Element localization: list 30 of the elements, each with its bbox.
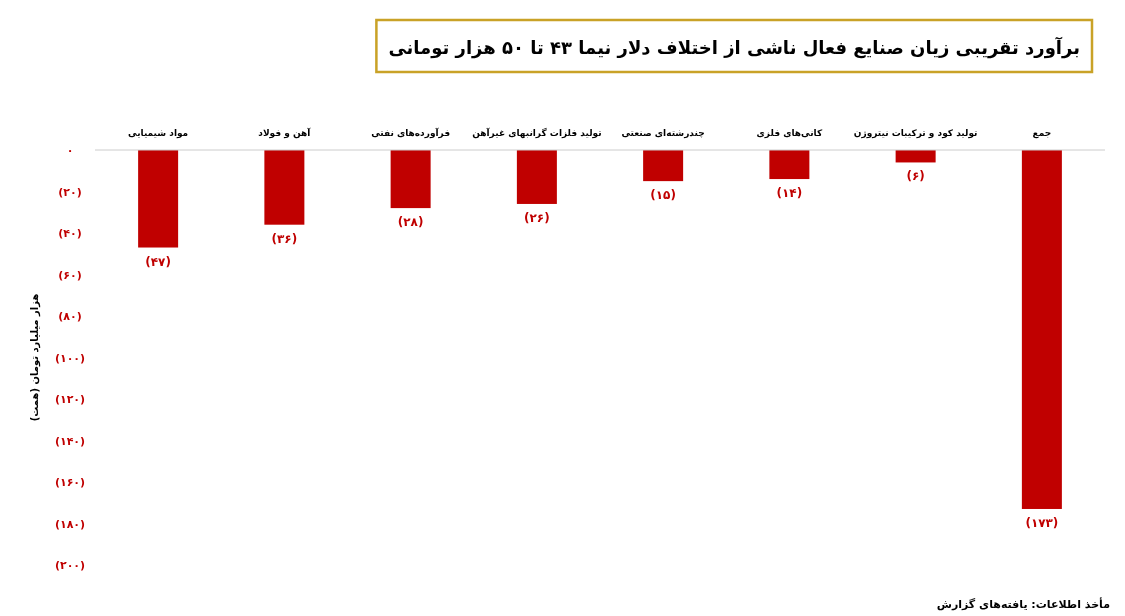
y-tick-label: (۱۰۰) (54, 351, 86, 365)
x-tick-label: آهن و فولاد (258, 127, 312, 139)
data-label: (۲۸) (397, 215, 424, 230)
x-tick-label: تولید کود و ترکیبات نیتروژن (853, 128, 978, 139)
y-tick-label: (۲۰۰) (54, 559, 86, 572)
chart-title: برآورد تقریبی زیان صنایع فعال ناشی از اختلاف دلار نیما ۴۳ تا ۵۰ هزار تومانی (388, 36, 1080, 59)
y-tick-label: (۱۴۰) (54, 434, 86, 448)
y-tick-label: (۴۰) (58, 227, 82, 240)
data-label: (۱۴) (776, 186, 803, 201)
data-label: (۱۵) (650, 188, 676, 203)
y-tick-label: (۸۰) (58, 310, 82, 323)
y-tick-label: (۱۲۰) (54, 393, 86, 406)
data-label: (۲۶) (524, 210, 550, 225)
x-tick-label: مواد شیمیایی (128, 128, 189, 139)
y-tick-label: (۲۰) (58, 185, 82, 199)
y-tick-label: (۶۰) (58, 268, 82, 282)
y-axis-title: هزار میلیارد تومان (همت) (29, 293, 41, 422)
x-tick-label: کانی‌های فلزی (756, 128, 823, 139)
x-tick-label: تولید فلزات گرانبهای غیرآهن (472, 127, 602, 139)
x-tick-label: چندرشته‌ای صنعتی (621, 128, 705, 139)
data-label: (۶) (906, 169, 925, 184)
data-label: (۳۶) (271, 231, 298, 246)
y-tick-label: (۱۶۰) (54, 476, 86, 489)
x-tick-label: فرآورده‌های نفتی (371, 127, 451, 139)
data-label: (۱۷۳) (1025, 515, 1059, 530)
x-tick-label: جمع (1032, 128, 1052, 139)
data-label: (۴۷) (145, 254, 171, 269)
y-tick-label: (۱۸۰) (54, 517, 86, 531)
y-tick-label: ۰ (66, 144, 74, 157)
text: مأخذ اطلاعات: یافته‌های گزارش (936, 597, 1110, 611)
